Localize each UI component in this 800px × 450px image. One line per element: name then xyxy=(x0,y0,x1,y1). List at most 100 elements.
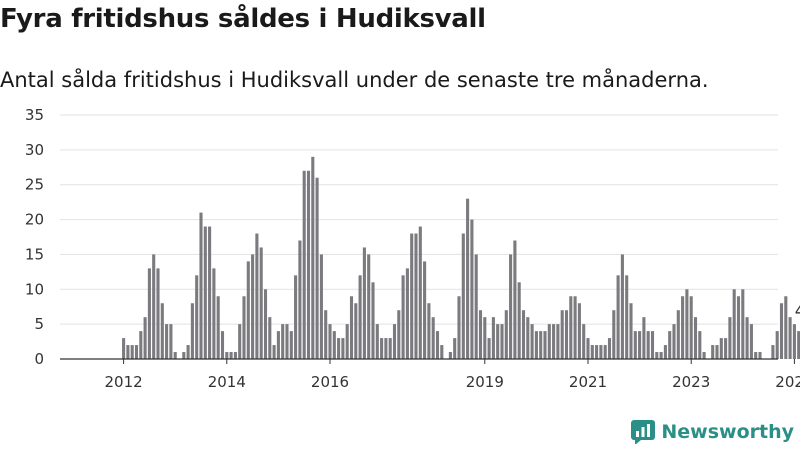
bar xyxy=(625,275,629,359)
bar xyxy=(354,303,358,359)
bar xyxy=(595,345,599,359)
bar xyxy=(251,254,255,359)
bar xyxy=(779,303,784,359)
bar xyxy=(397,310,401,359)
bar xyxy=(169,324,173,359)
bar xyxy=(650,331,655,359)
bar xyxy=(474,254,478,359)
bar xyxy=(302,170,306,359)
bar xyxy=(612,310,616,359)
bar xyxy=(440,345,444,359)
bar xyxy=(745,317,749,359)
bar xyxy=(676,310,680,359)
bar xyxy=(427,303,431,359)
bar xyxy=(349,296,354,359)
bar xyxy=(560,310,564,359)
bar xyxy=(758,352,762,359)
bar xyxy=(134,345,139,359)
bar xyxy=(771,345,775,359)
bar xyxy=(711,345,715,359)
bar xyxy=(461,233,465,359)
bar xyxy=(367,254,371,359)
bar xyxy=(521,310,526,359)
bar xyxy=(478,310,483,359)
bar xyxy=(229,352,233,359)
bar xyxy=(724,338,728,359)
chart-title: Fyra fritidshus såldes i Hudiksvall xyxy=(0,4,486,34)
bar xyxy=(435,331,440,359)
bar xyxy=(564,310,569,359)
bar xyxy=(319,254,323,359)
bar xyxy=(616,275,620,359)
bar xyxy=(659,352,663,359)
bar xyxy=(328,324,332,359)
bar xyxy=(298,240,302,359)
bar xyxy=(457,296,461,359)
bar xyxy=(741,289,745,359)
bar xyxy=(646,331,650,359)
bar xyxy=(233,352,237,359)
x-tick-label: 2012 xyxy=(105,373,143,391)
bar xyxy=(620,254,624,359)
bar xyxy=(160,303,164,359)
bar xyxy=(599,345,603,359)
brand-name: Newsworthy xyxy=(661,421,794,443)
bar xyxy=(526,317,530,359)
bar xyxy=(212,268,216,359)
bar xyxy=(530,324,534,359)
bar xyxy=(586,338,590,359)
bar xyxy=(276,331,280,359)
bar xyxy=(483,317,487,359)
bar xyxy=(216,296,220,359)
bar xyxy=(539,331,543,359)
bar xyxy=(358,275,362,359)
bar xyxy=(638,331,642,359)
x-tick-label: 2014 xyxy=(208,373,246,391)
data-label-latest: 4 xyxy=(795,302,800,320)
bar xyxy=(547,324,551,359)
bar xyxy=(285,324,289,359)
bar xyxy=(337,338,341,359)
bar xyxy=(633,331,637,359)
bar xyxy=(504,310,508,359)
bar xyxy=(380,338,384,359)
bar xyxy=(401,275,405,359)
bar xyxy=(405,268,409,359)
bar xyxy=(749,324,753,359)
bar xyxy=(173,352,177,359)
bar xyxy=(466,198,470,359)
bar xyxy=(246,261,250,359)
bar xyxy=(208,226,212,359)
bar xyxy=(470,219,474,359)
bar xyxy=(672,324,676,359)
axes xyxy=(60,358,795,364)
bar xyxy=(509,254,513,359)
bar xyxy=(496,324,500,359)
bar-chart-logo-icon xyxy=(631,420,656,444)
bar xyxy=(569,296,573,359)
bar xyxy=(311,156,315,359)
bar xyxy=(268,317,272,359)
y-tick-label: 15 xyxy=(25,245,44,263)
bar xyxy=(220,331,225,359)
x-tick-label: 2021 xyxy=(569,373,607,391)
bar xyxy=(139,331,143,359)
bar xyxy=(122,338,126,359)
bar xyxy=(345,324,349,359)
bar xyxy=(195,275,199,359)
y-tick-label: 25 xyxy=(25,176,44,194)
bar xyxy=(306,170,311,359)
y-tick-label: 10 xyxy=(25,280,44,298)
y-tick-label: 5 xyxy=(34,315,44,333)
x-tick-label: 2019 xyxy=(466,373,504,391)
bar xyxy=(371,282,375,359)
bar xyxy=(517,282,521,359)
y-tick-label: 30 xyxy=(25,141,44,159)
bar xyxy=(487,338,491,359)
bar xyxy=(534,331,538,359)
bar xyxy=(453,338,457,359)
bar xyxy=(431,317,435,359)
